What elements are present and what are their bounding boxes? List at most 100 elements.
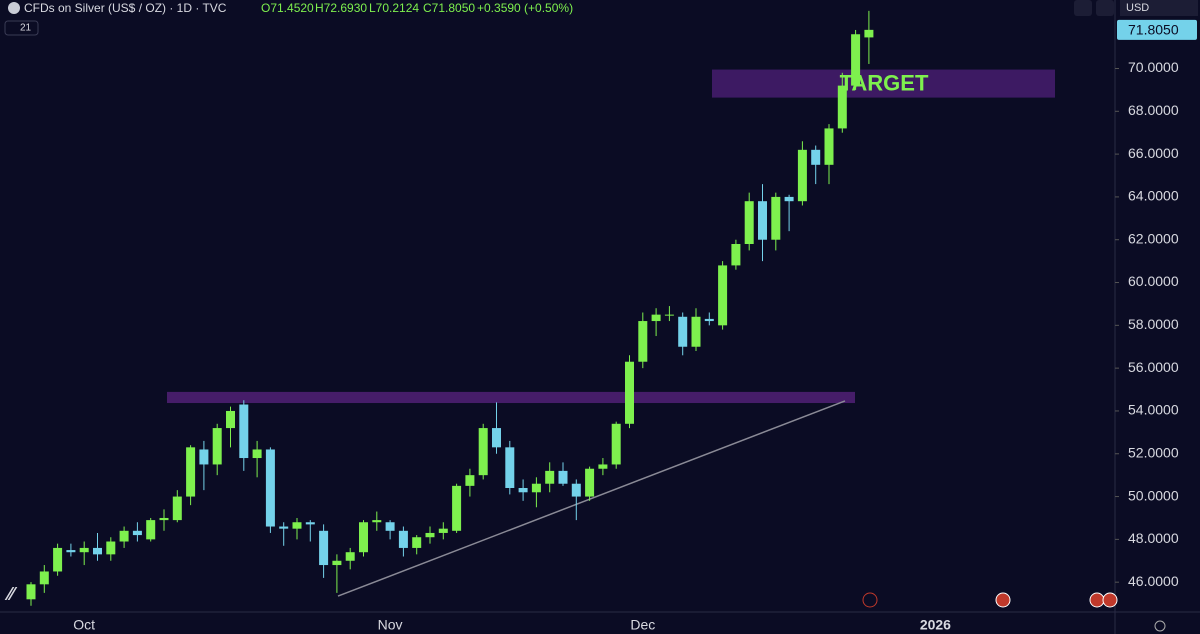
candle-body [452, 485, 462, 531]
candle-body [558, 470, 568, 484]
candle-body [505, 447, 515, 488]
ohlc-change: +0.3590 (+0.50%) [477, 1, 573, 15]
candle-body [585, 468, 595, 497]
candle-body [545, 470, 555, 484]
candle-body [252, 449, 262, 459]
y-tick-label: 52.0000 [1128, 444, 1179, 460]
last-price-box [1117, 19, 1197, 40]
reset-button[interactable] [1096, 0, 1114, 16]
candle-body [305, 522, 315, 525]
candle-body [199, 449, 209, 465]
badge[interactable]: 21 [20, 23, 32, 34]
x-tick-label: 2026 [920, 617, 951, 633]
candle-body [691, 316, 701, 347]
candle-body [39, 571, 49, 585]
y-tick-label: 64.0000 [1128, 188, 1179, 204]
candle-body [478, 428, 488, 476]
candle-body [611, 423, 621, 465]
candle-body [398, 530, 408, 548]
event-icon[interactable] [1089, 592, 1105, 608]
candle-body [226, 410, 235, 429]
candle-body [132, 530, 142, 536]
candle-body [851, 34, 861, 86]
badge-box[interactable] [4, 20, 39, 36]
candle-body [345, 552, 355, 561]
symbol-icon [8, 2, 20, 14]
ohlc-high: H72.6930 [315, 1, 367, 15]
candle-body [811, 149, 821, 165]
settings-icon[interactable] [1154, 620, 1166, 632]
candle-body [172, 496, 182, 521]
y-tick-label: 66.0000 [1128, 145, 1179, 161]
candle-body [359, 522, 368, 553]
target-zone [712, 69, 1055, 98]
event-icon[interactable] [1102, 592, 1118, 608]
candle-body [718, 265, 728, 326]
candle-body [758, 201, 767, 240]
candle-body [438, 528, 448, 533]
candle-body [186, 447, 196, 497]
x-tick-label: Oct [73, 617, 95, 633]
candle-body [239, 404, 249, 459]
candle-body [731, 244, 741, 266]
candle-body [744, 201, 754, 244]
candle-body [292, 522, 302, 529]
event-icon[interactable] [995, 592, 1011, 608]
chart-title: CFDs on Silver (US$ / OZ) · 1D · TVC [24, 1, 227, 15]
candle-body [571, 483, 581, 497]
candle-body [332, 560, 342, 566]
candle-body [53, 547, 63, 572]
candle-body [119, 530, 129, 542]
candle-body [212, 428, 222, 465]
y-tick-label: 58.0000 [1128, 316, 1179, 332]
candle-body [79, 547, 89, 553]
last-price-label: 71.8050 [1128, 22, 1179, 38]
currency-box[interactable] [1120, 0, 1198, 16]
resistance-zone [167, 391, 855, 404]
ohlc-open: O71.4520 [261, 1, 314, 15]
candle-body [678, 316, 688, 347]
candle-body [704, 318, 714, 322]
scroll-button[interactable] [1074, 0, 1092, 16]
candle-body [651, 314, 661, 322]
candle-body [372, 520, 382, 523]
currency[interactable]: USD [1126, 2, 1149, 14]
ohlc-low: L70.2124 [369, 1, 419, 15]
candle-body [837, 85, 847, 129]
y-tick-label: 48.0000 [1128, 530, 1179, 546]
candle-body [425, 532, 435, 538]
y-tick-label: 54.0000 [1128, 402, 1179, 418]
candle-body [784, 196, 794, 202]
y-tick-label: 60.0000 [1128, 273, 1179, 289]
candle-body [625, 361, 634, 424]
candle-body [518, 488, 528, 493]
candle-body [93, 547, 102, 555]
y-tick-label: 56.0000 [1128, 359, 1179, 375]
candle-body [598, 464, 608, 469]
candle-body [638, 321, 648, 362]
candle-body [531, 483, 541, 493]
candle-body [159, 517, 169, 521]
y-tick-label: 62.0000 [1128, 230, 1179, 246]
candle-body [146, 520, 156, 540]
candle-body [319, 530, 329, 566]
candle-body [412, 537, 422, 548]
candle-body [106, 541, 116, 555]
x-tick-label: Dec [630, 617, 655, 633]
candle-body [771, 196, 781, 240]
candle-body [265, 449, 275, 527]
candle-body [385, 522, 395, 531]
y-tick-label: 50.0000 [1128, 487, 1179, 503]
candle-body [492, 428, 501, 448]
y-tick-label: 46.0000 [1128, 573, 1179, 589]
event-icon[interactable] [862, 592, 878, 608]
candle-body [279, 526, 289, 529]
x-tick-label: Nov [378, 617, 403, 633]
candle-body [664, 314, 674, 316]
candle-body [66, 550, 76, 553]
y-tick-label: 68.0000 [1128, 102, 1179, 118]
trend-line [337, 400, 846, 597]
y-tick-label: 70.0000 [1128, 59, 1179, 75]
